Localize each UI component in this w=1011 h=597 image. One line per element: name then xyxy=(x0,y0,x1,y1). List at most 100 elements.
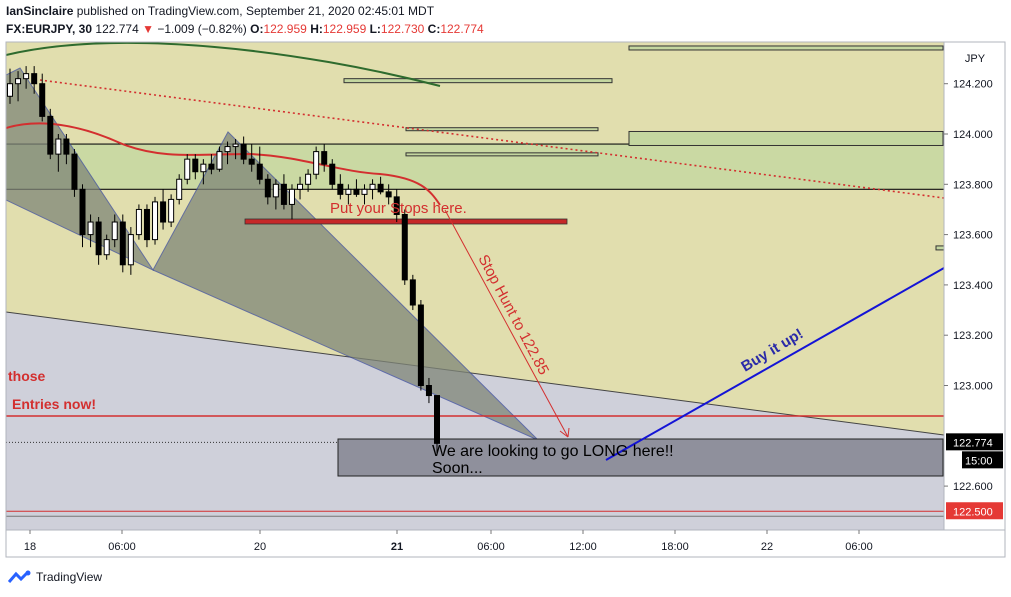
candle-body xyxy=(87,221,94,236)
candle-body xyxy=(39,83,46,117)
close-label: C: xyxy=(427,22,441,36)
candle-body xyxy=(31,73,38,85)
candle-body xyxy=(297,183,304,190)
candle-body xyxy=(103,239,110,256)
candle-body xyxy=(127,234,134,266)
candle-body xyxy=(248,158,255,165)
price-tick-label: 123.000 xyxy=(953,381,993,393)
high-label: H: xyxy=(310,22,323,36)
price-tick-label: 124.000 xyxy=(953,129,993,141)
published-text: published on TradingView.com, September … xyxy=(76,4,435,18)
zone-box-6 xyxy=(935,245,944,251)
time-tick-label: 21 xyxy=(391,541,403,553)
long-annotation-line2: Soon... xyxy=(432,460,483,477)
candle-body xyxy=(95,221,102,256)
low-value: 122.730 xyxy=(380,22,425,36)
candle-body xyxy=(393,196,400,215)
price-tick-label: 122.600 xyxy=(953,481,993,493)
candle-body xyxy=(176,178,183,200)
price-tick-label: 123.800 xyxy=(953,179,993,191)
long-moving-average xyxy=(6,42,441,87)
candle-body xyxy=(313,151,320,175)
candle-body xyxy=(23,73,30,80)
time-tick-label: 12:00 xyxy=(569,541,597,553)
time-tick-label: 22 xyxy=(761,541,773,553)
candle-body xyxy=(425,385,432,397)
zone-box-5 xyxy=(628,130,944,146)
candle-body xyxy=(232,143,239,148)
candle-body xyxy=(345,188,352,195)
candle-body xyxy=(79,188,86,236)
change-value: −1.009 (−0.82%) xyxy=(157,22,247,36)
last-price-tag-label: 122.774 xyxy=(953,437,993,449)
candle-body xyxy=(119,221,126,266)
candle-body xyxy=(256,163,263,180)
candle-body xyxy=(264,178,271,198)
candle-body xyxy=(63,138,70,155)
candle-body xyxy=(361,188,368,195)
price-tick-label: 123.400 xyxy=(953,280,993,292)
resistance-zone xyxy=(6,144,944,190)
candle-body xyxy=(377,183,384,193)
candle-body xyxy=(353,188,360,195)
zone-box-2 xyxy=(343,78,613,84)
price-tick-label: 123.600 xyxy=(953,230,993,242)
down-arrow-icon: ▼ xyxy=(142,22,155,36)
price-tick-label: 124.200 xyxy=(953,79,993,91)
stop-hunt-arrowhead-icon xyxy=(559,427,570,438)
currency-label: JPY xyxy=(965,53,986,65)
tradingview-brand[interactable]: TradingView xyxy=(8,570,102,584)
countdown-tag-label: 15:00 xyxy=(965,455,993,467)
close-value: 122.774 xyxy=(440,22,484,36)
pattern-triangle-right xyxy=(152,131,539,441)
dotted-trendline xyxy=(39,79,944,199)
time-tick-label: 06:00 xyxy=(845,541,873,553)
short-moving-average xyxy=(6,122,441,206)
zone-box-4 xyxy=(405,152,599,157)
last-price: 122.774 xyxy=(95,22,139,36)
candle-body xyxy=(200,163,207,173)
target-price-tag-label: 122.500 xyxy=(953,506,993,518)
time-tick-label: 20 xyxy=(254,541,266,553)
candle-body xyxy=(305,173,312,185)
trend-line-lower xyxy=(6,311,944,436)
buy-trend-line xyxy=(605,267,944,461)
candle-body xyxy=(135,208,142,236)
candle-body xyxy=(216,151,223,170)
entries-annotation: Entries now! xyxy=(12,396,96,412)
zone-box-top xyxy=(628,45,944,51)
those-annotation: those xyxy=(8,368,46,384)
candle-body xyxy=(15,78,22,85)
stops-annotation: Put your Stops here. xyxy=(330,200,467,217)
candle-body xyxy=(184,158,191,180)
candle-body xyxy=(111,221,118,241)
candle-body xyxy=(208,163,215,170)
candle-body xyxy=(224,146,231,153)
time-tick-label: 06:00 xyxy=(477,541,505,553)
tradingview-logo-icon xyxy=(8,570,31,583)
time-tick-label: 06:00 xyxy=(108,541,136,553)
time-tick-label: 18:00 xyxy=(661,541,689,553)
zone-box-3 xyxy=(405,127,599,132)
open-value: 122.959 xyxy=(263,22,307,36)
candle-body xyxy=(417,304,424,386)
chart-frame xyxy=(5,41,1006,558)
candle-body xyxy=(280,183,287,205)
candle-body xyxy=(337,183,344,195)
countdown-tag xyxy=(962,451,1003,469)
candle-body xyxy=(272,183,279,198)
price-tick-label: 123.200 xyxy=(953,330,993,342)
long-entry-box xyxy=(337,438,944,477)
candle-body xyxy=(152,201,159,241)
candle-body xyxy=(143,208,150,241)
candle-body xyxy=(160,201,167,223)
time-tick-label: 18 xyxy=(24,541,36,553)
candle-body xyxy=(47,115,54,155)
candle-body xyxy=(71,153,78,190)
candle-body xyxy=(240,143,247,160)
candle-body xyxy=(409,279,416,306)
author-name: IanSinclaire xyxy=(6,4,74,18)
tradingview-label: TradingView xyxy=(36,570,103,584)
candle-body xyxy=(55,138,62,155)
